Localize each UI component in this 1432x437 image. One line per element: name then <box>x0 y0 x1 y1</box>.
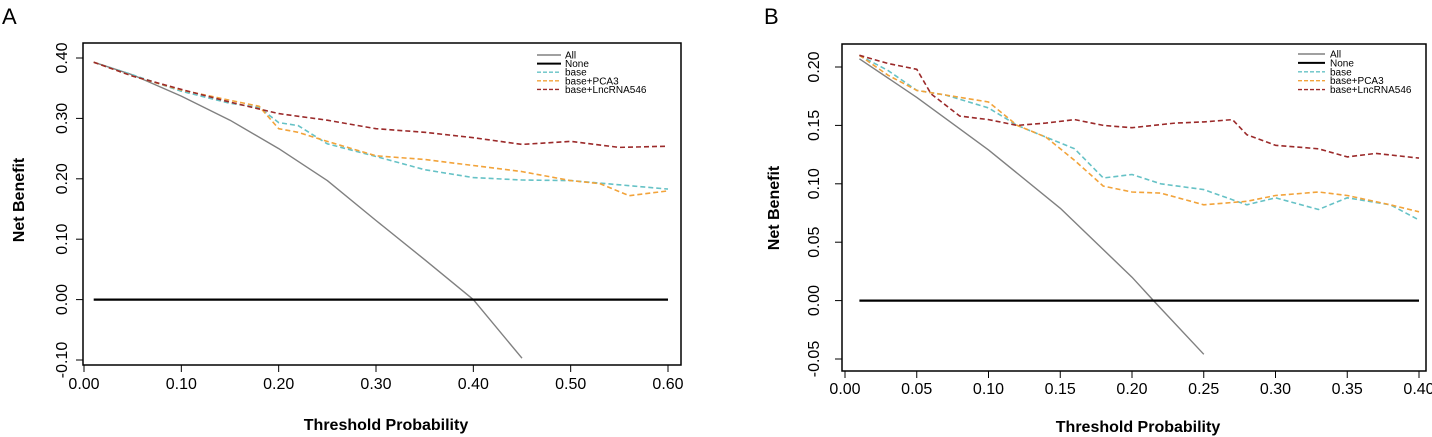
panel-a-y-tick-label: 0.30 <box>54 103 71 134</box>
panel-b-plot-frame <box>841 43 1427 372</box>
panel-b-legend-label-none: None <box>1330 58 1354 69</box>
panel-a-legend-label-base-lncrna546: base+LncRNA546 <box>565 85 647 96</box>
panel-a-letter: A <box>2 4 17 29</box>
panel-b-y-tick-label: 0.20 <box>806 51 823 82</box>
panel-a-legend-label-all: All <box>565 51 576 62</box>
panel-a-y-tick-label: -0.10 <box>54 342 71 379</box>
panel-b-legend-label-base-pca3: base+PCA3 <box>1330 76 1384 87</box>
panel-b-series-base-lncrna546 <box>859 54 1420 159</box>
panel-b-y-tick-label: -0.05 <box>806 341 823 378</box>
panel-b-y-tick-label: 0.00 <box>806 285 823 316</box>
panel-a-x-axis-title: Threshold Probability <box>304 417 469 434</box>
panel-b-x-tick-label: 0.00 <box>829 381 860 398</box>
panel-a-plot-frame <box>82 42 682 366</box>
panel-a-y-tick-label: 0.10 <box>54 224 71 255</box>
panel-a-x-tick-label: 0.60 <box>652 376 683 393</box>
panel-b-y-tick-label: 0.10 <box>806 168 823 199</box>
panel-b-legend-label-all: All <box>1330 50 1341 61</box>
panel-b-x-tick-label: 0.25 <box>1188 381 1219 398</box>
panel-a-y-tick-label: 0.00 <box>54 284 71 315</box>
panel-b-letter: B <box>764 4 779 29</box>
panel-b-x-tick-label: 0.10 <box>973 381 1004 398</box>
panel-b-x-tick-label: 0.35 <box>1332 381 1363 398</box>
panel-b: B 0.00 0.05 0.10 0.15 0.20 0.25 0.30 0.35 0.40 -0… <box>764 4 1432 436</box>
panel-a-x-tick-label: 0.30 <box>360 376 391 393</box>
panel-a-y-tick-label: 0.20 <box>54 163 71 194</box>
panel-a: A 0.00 0.10 0.20 0.30 0.40 0.50 0.60-0.100.000… <box>2 4 684 434</box>
panel-b-legend-label-base-lncrna546: base+LncRNA546 <box>1330 85 1412 96</box>
panel-a-x-tick-label: 0.00 <box>68 376 99 393</box>
panel-a-x-tick-label: 0.40 <box>458 376 489 393</box>
panel-b-y-axis-title: Net Benefit <box>766 165 783 250</box>
panel-a-y-tick-label: 0.40 <box>54 42 71 73</box>
panel-b-x-axis-title: Threshold Probability <box>1056 419 1221 436</box>
panel-a-x-tick-label: 0.10 <box>166 376 197 393</box>
panel-b-y-tick-label: 0.15 <box>806 110 823 141</box>
panel-a-legend-label-none: None <box>565 59 589 70</box>
panel-b-series-all <box>859 58 1205 355</box>
panel-a-x-tick-label: 0.20 <box>263 376 294 393</box>
panel-a-legend-label-base: base <box>565 68 587 79</box>
panel-a-y-axis-title: Net Benefit <box>11 157 28 242</box>
panel-a-legend-label-base-pca3: base+PCA3 <box>565 76 619 87</box>
panel-b-series-base-pca3 <box>858 54 1420 213</box>
panel-b-legend-label-base: base <box>1330 67 1352 78</box>
panel-a-series-base-lncrna546 <box>93 61 669 149</box>
panel-b-x-tick-label: 0.40 <box>1403 381 1432 398</box>
panel-a-x-tick-label: 0.50 <box>555 376 586 393</box>
panel-a-series-all <box>93 61 523 359</box>
panel-b-x-tick-label: 0.15 <box>1045 381 1076 398</box>
panel-b-x-tick-label: 0.30 <box>1260 381 1291 398</box>
panel-a-series-base <box>93 61 669 190</box>
panel-b-x-tick-label: 0.05 <box>901 381 932 398</box>
panel-b-x-tick-label: 0.20 <box>1116 381 1147 398</box>
panel-b-y-tick-label: 0.05 <box>806 227 823 258</box>
